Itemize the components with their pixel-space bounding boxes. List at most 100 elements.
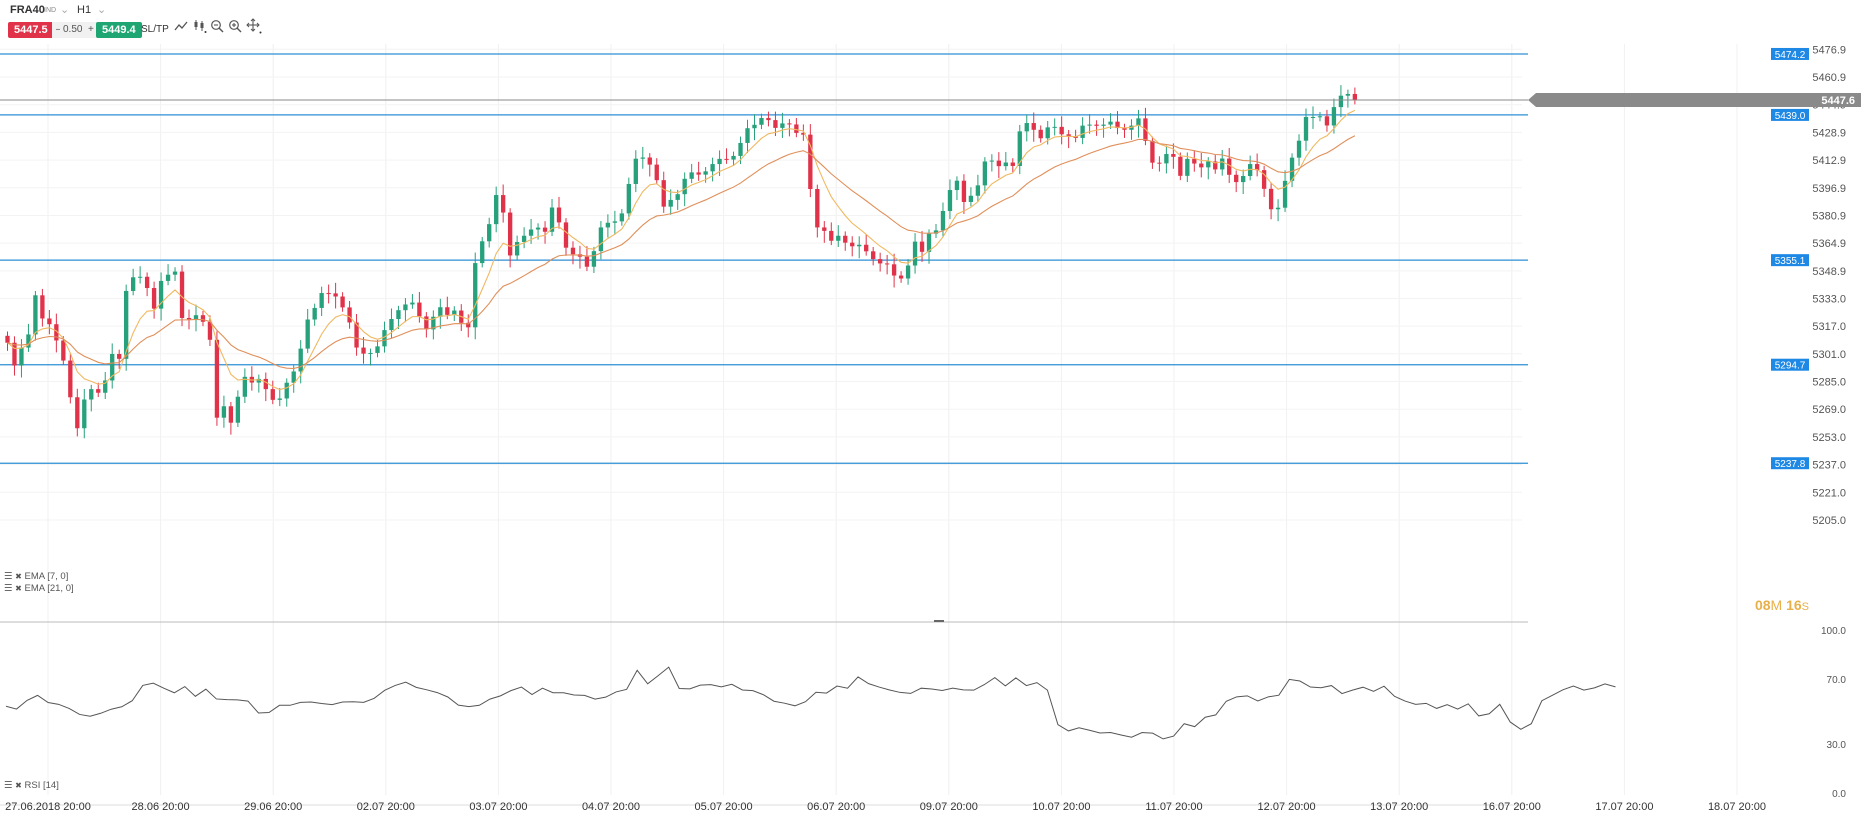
candle-up	[1025, 123, 1029, 131]
candle-down	[773, 120, 777, 128]
price-tick-label: 5237.0	[1812, 460, 1846, 472]
candle-down	[843, 236, 847, 243]
candle-up	[515, 242, 519, 256]
candle-up	[1101, 125, 1105, 126]
candle-down	[1171, 154, 1175, 157]
ema-slow-legend[interactable]: ☰ ✖ EMA [21, 0]	[4, 583, 74, 594]
time-tick-label: 10.07 20:00	[1032, 801, 1090, 813]
candle-down	[40, 295, 44, 318]
candle-down	[361, 348, 365, 354]
candle-up	[759, 118, 763, 125]
candle-down	[724, 159, 728, 160]
ema-fast-label: EMA [7, 0]	[25, 571, 69, 582]
candle-up	[194, 315, 198, 319]
candle-up	[19, 348, 23, 366]
timer-minutes-unit: M	[1771, 597, 1783, 613]
candle-up	[738, 143, 742, 156]
candle-up	[1053, 127, 1057, 128]
timer-seconds-unit: S	[1802, 601, 1809, 613]
candle-up	[613, 221, 617, 222]
candle-up	[745, 128, 749, 143]
price-tick-label: 5460.9	[1812, 72, 1846, 84]
time-tick-label: 06.07 20:00	[807, 801, 865, 813]
rsi-legend[interactable]: ☰ ✖ RSI [14]	[4, 780, 59, 791]
candle-up	[1346, 94, 1350, 96]
candle-down	[1234, 175, 1238, 182]
current-price-label-bg	[1528, 93, 1861, 107]
rsi-tick-label: 30.0	[1827, 740, 1847, 751]
drag-handle-icon[interactable]: ☰	[4, 571, 13, 582]
candle-up	[1241, 176, 1245, 182]
candle-down	[1192, 159, 1196, 164]
candle-down	[1325, 116, 1329, 125]
candle-down	[1178, 157, 1182, 176]
candle-up	[780, 123, 784, 128]
ema-fast-legend[interactable]: ☰ ✖ EMA [7, 0]	[4, 571, 68, 582]
candle-up	[592, 251, 596, 267]
candle-down	[271, 389, 275, 400]
candle-down	[564, 222, 568, 247]
remove-indicator-icon[interactable]: ✖	[15, 584, 22, 593]
candle-down	[885, 263, 889, 264]
candle-down	[920, 242, 924, 252]
candle-up	[173, 272, 177, 275]
candle-up	[529, 230, 533, 236]
candle-down	[1353, 94, 1357, 100]
time-tick-label: 28.06 20:00	[132, 801, 190, 813]
drag-handle-icon[interactable]: ☰	[4, 780, 13, 791]
candle-up	[536, 228, 540, 230]
candle-up	[1276, 208, 1280, 210]
remove-indicator-icon[interactable]: ✖	[15, 572, 22, 581]
remove-indicator-icon[interactable]: ✖	[15, 781, 22, 790]
candle-up	[683, 179, 687, 194]
candle-up	[599, 227, 603, 251]
candle-down	[264, 379, 268, 389]
support-resistance-levels[interactable]	[0, 54, 1528, 463]
candle-down	[152, 288, 156, 309]
candle-up	[494, 195, 498, 224]
candle-up	[606, 223, 610, 228]
candle-up	[641, 157, 645, 158]
price-tick-label: 5253.0	[1812, 432, 1846, 444]
price-tick-label: 5476.9	[1812, 44, 1846, 56]
candle-down	[508, 213, 512, 256]
candle-down	[501, 195, 505, 212]
candle-up	[278, 398, 282, 399]
time-tick-label: 02.07 20:00	[357, 801, 415, 813]
candle-down	[68, 361, 72, 398]
price-tick-label: 5333.0	[1812, 293, 1846, 305]
time-axis[interactable]: 27.06.2018 20:00 28.06 20:00 29.06 20:00 02…	[5, 801, 1766, 813]
candle-up	[1297, 141, 1301, 158]
candle-up	[857, 245, 861, 247]
candle-up	[906, 266, 910, 279]
time-tick-label: 04.07 20:00	[582, 801, 640, 813]
candle-up	[676, 194, 680, 200]
current-price-label: 5447.6	[1821, 95, 1855, 107]
price-tick-label: 5428.9	[1812, 127, 1846, 139]
candle-down	[864, 245, 868, 252]
ema-slow-label: EMA [21, 0]	[25, 583, 74, 594]
rsi-line	[6, 667, 1615, 739]
level-price-label: 5355.1	[1775, 256, 1806, 267]
candle-down	[766, 118, 770, 120]
candle-up	[1339, 96, 1343, 107]
candle-down	[1039, 130, 1043, 138]
candle-up	[375, 346, 379, 353]
time-tick-label: 05.07 20:00	[695, 801, 753, 813]
candle-down	[962, 181, 966, 202]
candle-up	[89, 389, 93, 399]
candle-up	[403, 304, 407, 310]
level-price-label: 5237.8	[1775, 459, 1806, 470]
candle-up	[1108, 122, 1112, 125]
level-price-label: 5294.7	[1775, 361, 1806, 372]
price-axis[interactable]: 5476.95460.95444.95428.95412.95396.95380…	[1812, 44, 1846, 800]
candle-down	[662, 180, 666, 206]
candle-up	[1046, 127, 1050, 138]
candle-up	[438, 307, 442, 317]
candle-down	[1094, 125, 1098, 126]
price-tick-label: 5285.0	[1812, 377, 1846, 389]
candle-down	[215, 340, 219, 418]
drag-handle-icon[interactable]: ☰	[4, 583, 13, 594]
candle-up	[313, 308, 317, 320]
